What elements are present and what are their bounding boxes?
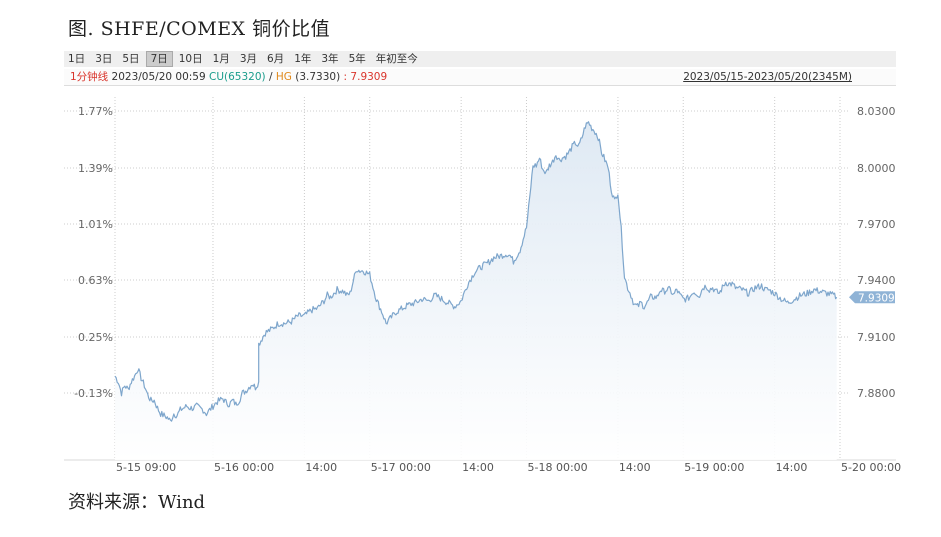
x-tick-label: 5-17 00:00 bbox=[371, 461, 431, 474]
x-tick-label: 5-15 09:00 bbox=[116, 461, 176, 474]
range-button-7[interactable]: 6月 bbox=[267, 53, 285, 65]
y-right-tick-label: 8.0300 bbox=[857, 105, 896, 118]
range-button-0[interactable]: 1日 bbox=[68, 53, 86, 65]
range-button-6[interactable]: 3月 bbox=[239, 53, 257, 65]
last-value-badge bbox=[849, 291, 895, 304]
x-tick-label: 14:00 bbox=[305, 461, 337, 474]
x-tick-label: 14:00 bbox=[619, 461, 651, 474]
y-left-tick-label: -0.13% bbox=[74, 387, 113, 400]
x-tick-label: 14:00 bbox=[776, 461, 808, 474]
period-label[interactable]: 2023/05/15-2023/05/20(2345M) bbox=[683, 71, 852, 83]
cu-value: (65320) bbox=[224, 71, 266, 83]
range-button-11[interactable]: 年初至今 bbox=[375, 53, 418, 65]
x-tick-label: 5-19 00:00 bbox=[684, 461, 744, 474]
range-button-5[interactable]: 1月 bbox=[212, 53, 230, 65]
range-button-8[interactable]: 1年 bbox=[294, 53, 312, 65]
interval-label[interactable]: 1分钟线 bbox=[70, 71, 109, 83]
range-button-1[interactable]: 3日 bbox=[95, 53, 113, 65]
y-left-tick-label: 0.25% bbox=[78, 331, 113, 344]
range-button-3[interactable]: 7日 bbox=[145, 51, 173, 67]
info-readout: 1分钟线 2023/05/20 00:59 CU(65320) / HG (3.… bbox=[70, 69, 387, 85]
hg-value: (3.7330) bbox=[295, 71, 341, 83]
y-left-tick-label: 0.63% bbox=[78, 274, 113, 287]
range-button-2[interactable]: 5日 bbox=[122, 53, 140, 65]
chart-title: 图. SHFE/COMEX 铜价比值 bbox=[68, 18, 331, 40]
ratio-area bbox=[115, 121, 837, 460]
y-right-tick-label: 7.9400 bbox=[857, 274, 896, 287]
x-tick-label: 5-16 00:00 bbox=[214, 461, 274, 474]
range-button-10[interactable]: 5年 bbox=[348, 53, 366, 65]
source-note: 资料来源：Wind bbox=[68, 492, 206, 513]
ratio-line bbox=[114, 121, 838, 422]
y-right-tick-label: 7.9100 bbox=[857, 331, 896, 344]
ratio-value: : 7.9309 bbox=[343, 71, 388, 83]
x-tick-label: 5-18 00:00 bbox=[527, 461, 587, 474]
y-right-tick-label: 8.0000 bbox=[857, 162, 896, 175]
range-button-4[interactable]: 10日 bbox=[178, 53, 203, 65]
last-value-label: 7.9309 bbox=[858, 292, 895, 304]
info-bar: 1分钟线 2023/05/20 00:59 CU(65320) / HG (3.… bbox=[64, 69, 896, 86]
hg-label: HG bbox=[275, 71, 292, 83]
time-range-selector: 1日 3日 5日 7日 10日 1月 3月 6月 1年 3年 5年 年初至今 bbox=[64, 51, 896, 67]
y-right-tick-label: 7.8800 bbox=[857, 387, 896, 400]
range-button-9[interactable]: 3年 bbox=[321, 53, 339, 65]
cu-label: CU bbox=[209, 71, 225, 83]
y-right-tick-label: 7.9700 bbox=[857, 218, 896, 231]
x-tick-label: 14:00 bbox=[462, 461, 494, 474]
ratio-separator: / bbox=[268, 71, 273, 83]
y-left-tick-label: 1.39% bbox=[78, 162, 113, 175]
x-tick-label: 5-20 00:00 bbox=[841, 461, 901, 474]
y-left-tick-label: 1.77% bbox=[78, 105, 113, 118]
datetime-label: 2023/05/20 00:59 bbox=[111, 71, 206, 83]
y-left-tick-label: 1.01% bbox=[78, 218, 113, 231]
